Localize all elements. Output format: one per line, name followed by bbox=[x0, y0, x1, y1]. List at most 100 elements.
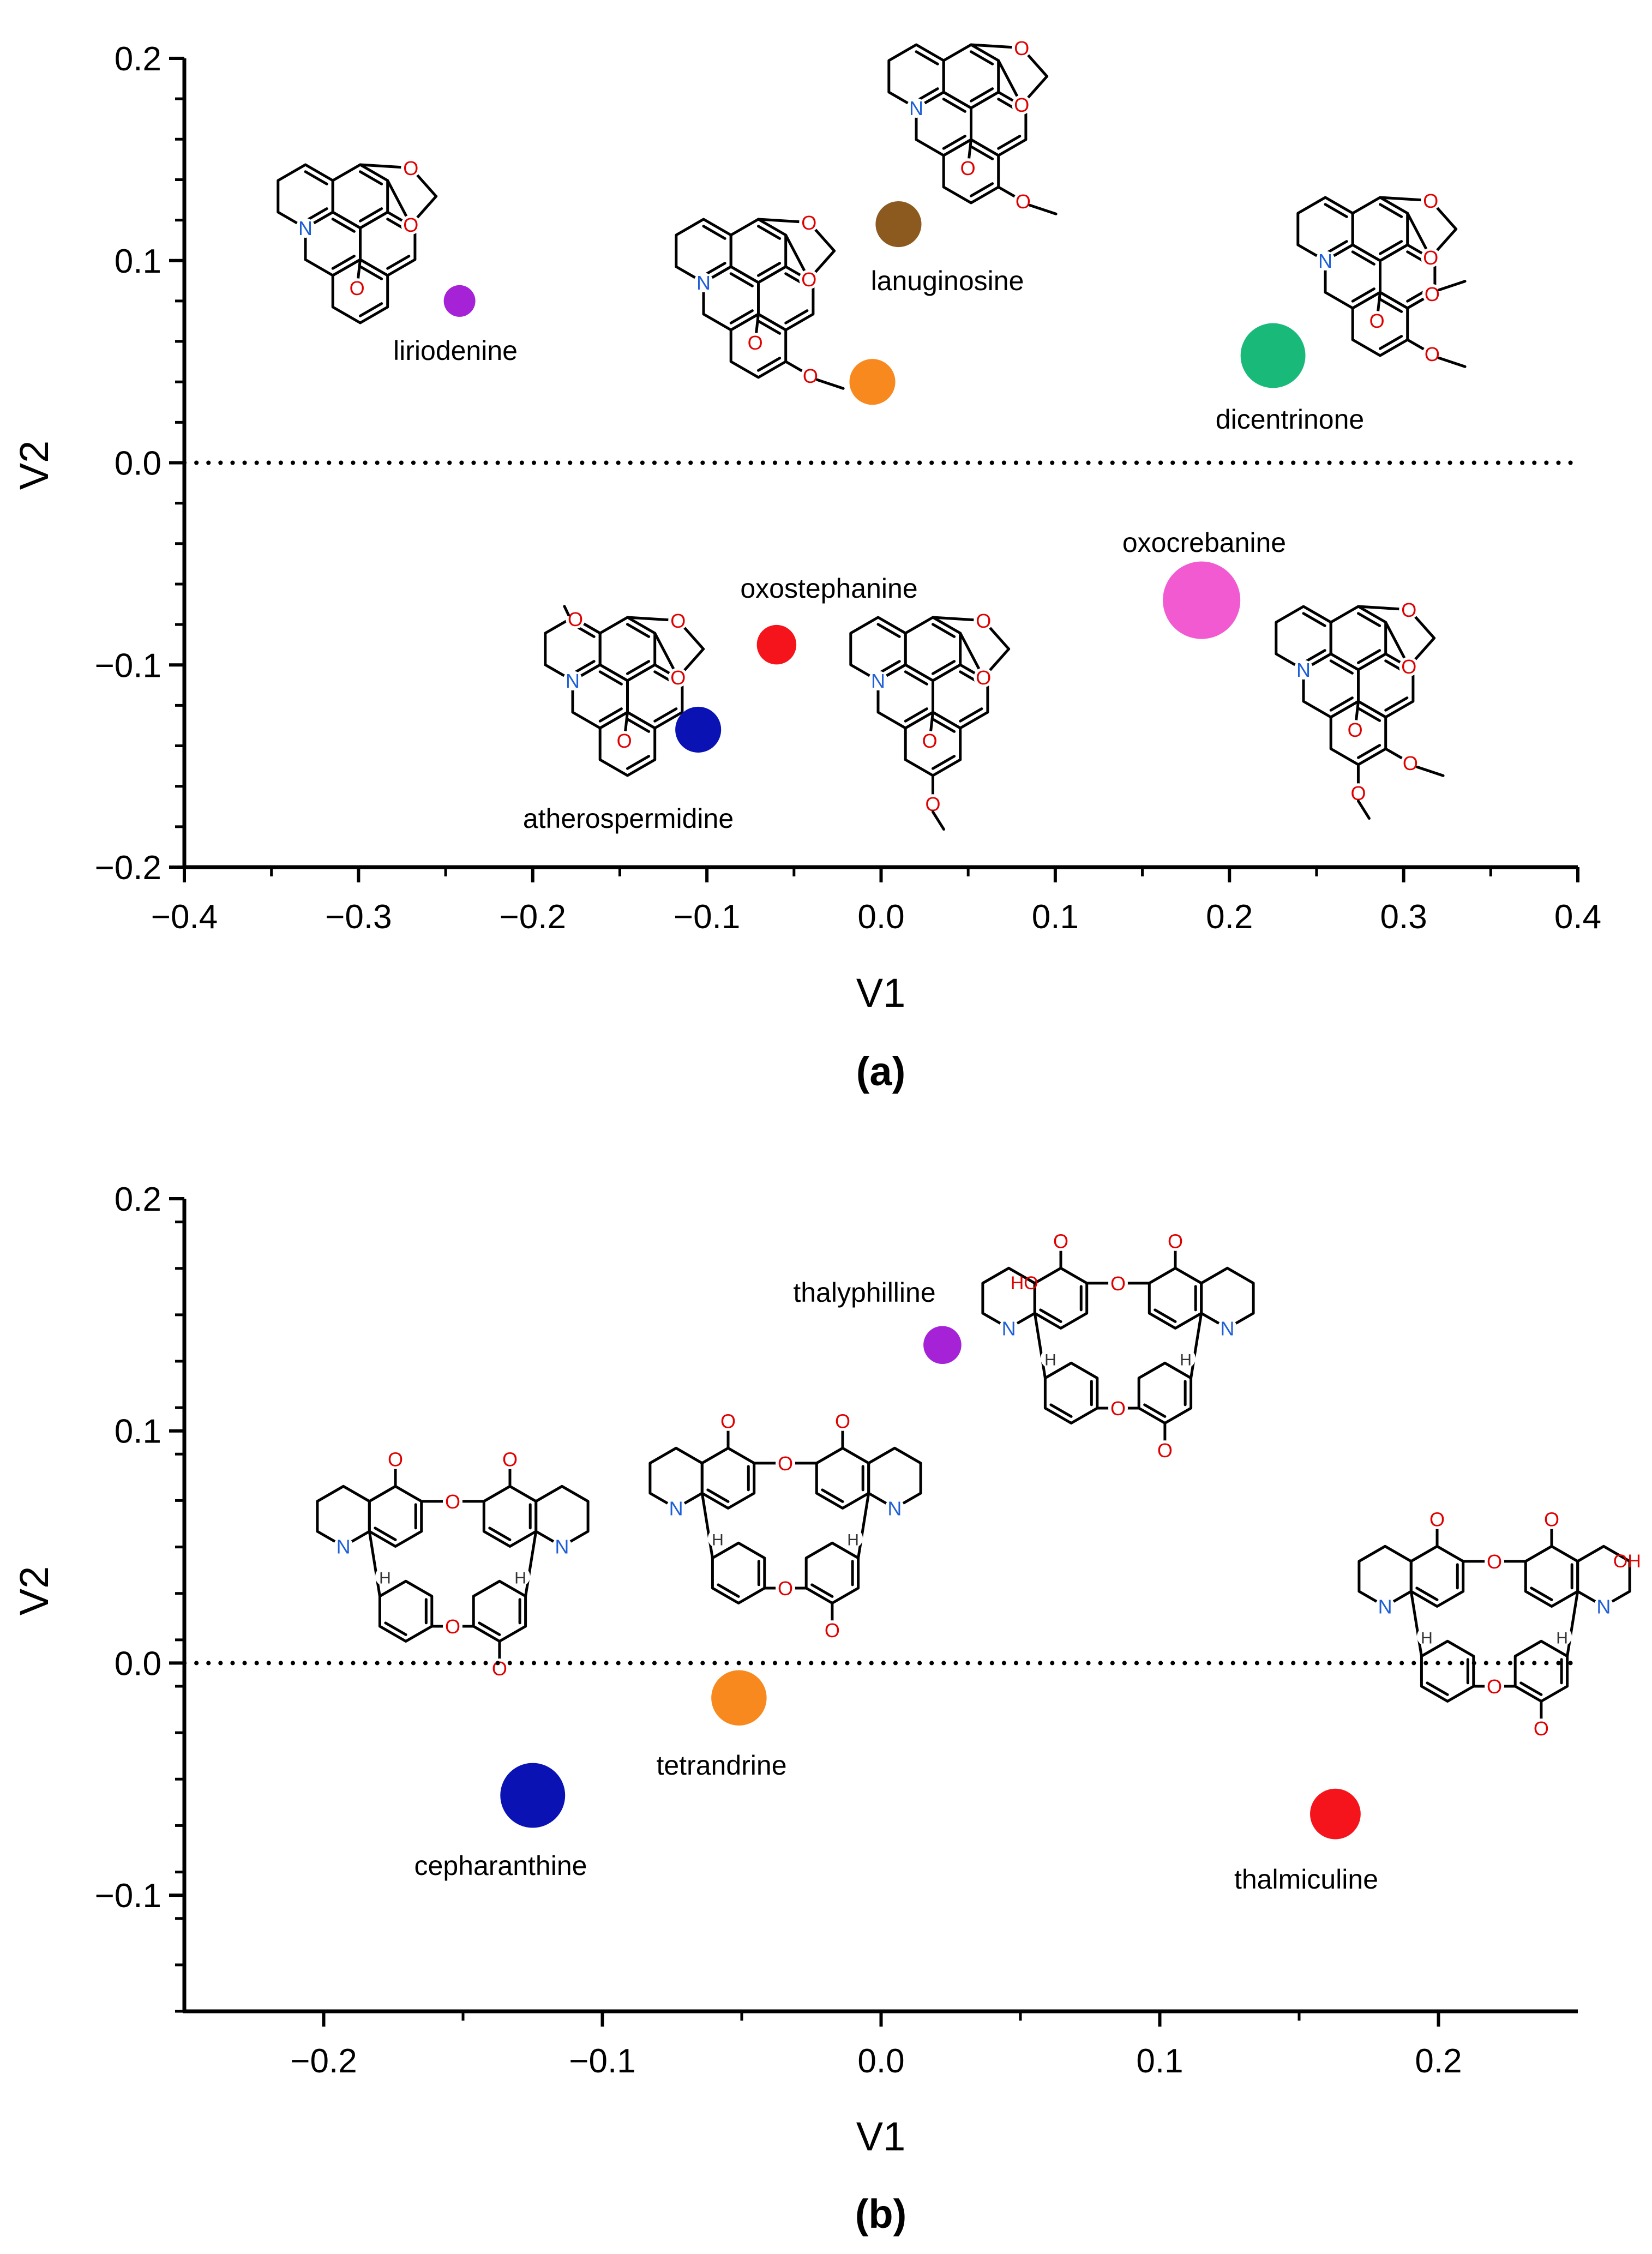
panel-a-x-tick-label: −0.4 bbox=[151, 898, 218, 936]
methyl-bond bbox=[931, 810, 945, 831]
cepharanthine-structure: N N O O H H O O O bbox=[316, 1448, 590, 1680]
panel-b-points bbox=[500, 1326, 1361, 1840]
point-tetrandrine bbox=[711, 1670, 767, 1726]
hydrogen-atom-label: H bbox=[712, 1531, 724, 1549]
ring bbox=[1324, 243, 1381, 310]
atom-mask bbox=[718, 1411, 738, 1431]
oxygen-atom-label: O bbox=[1425, 283, 1440, 305]
atom-mask bbox=[1421, 248, 1441, 268]
atom-mask bbox=[1421, 190, 1441, 211]
double-bond bbox=[331, 255, 356, 270]
atom-mask bbox=[333, 1536, 353, 1556]
atom-mask bbox=[1400, 753, 1420, 773]
oxygen-atom-label: O bbox=[1014, 37, 1029, 59]
hydrogen-atom-label: H bbox=[379, 1570, 391, 1588]
double-bond bbox=[488, 1526, 512, 1541]
double-bond bbox=[653, 707, 678, 723]
atom-mask bbox=[1367, 311, 1387, 331]
nitrogen-atom-label: N bbox=[887, 1498, 902, 1520]
oxygen-atom-label: O bbox=[976, 666, 991, 689]
methylene-bond bbox=[700, 1492, 714, 1560]
atom-mask bbox=[1345, 720, 1365, 740]
panel-b-ylabel: V2 bbox=[11, 1566, 57, 1616]
atom-mask bbox=[1294, 660, 1313, 680]
atom-mask bbox=[614, 731, 634, 751]
double-bond bbox=[598, 707, 623, 723]
double-bond bbox=[1039, 1308, 1062, 1323]
double-bond bbox=[358, 207, 383, 223]
double-bond bbox=[997, 135, 1022, 150]
ring bbox=[1148, 1266, 1203, 1330]
methyl-bond bbox=[1437, 356, 1467, 368]
panel-a-axes: −0.4 −0.3 −0.2 −0.1 0.0 0.1 0.2 0.3 0.4 −0.2 −0.1 0… bbox=[95, 40, 1602, 936]
atom-mask bbox=[1051, 1231, 1071, 1251]
ring bbox=[1329, 605, 1387, 671]
oxygen-atom-label: O bbox=[1401, 656, 1416, 678]
atom-mask bbox=[906, 98, 926, 118]
ring bbox=[1513, 1639, 1569, 1703]
ring bbox=[942, 43, 1000, 110]
oxygen-atom-label: O bbox=[445, 1615, 460, 1638]
oxygen-atom-label: O bbox=[1348, 719, 1363, 741]
ring bbox=[804, 1541, 860, 1604]
double-bond bbox=[756, 225, 782, 240]
double-bond bbox=[1302, 612, 1326, 627]
oxygen-atom-label: O bbox=[1487, 1550, 1502, 1573]
double-bond bbox=[931, 660, 956, 675]
atom-mask bbox=[776, 1578, 795, 1598]
panel-a-x-tick-label: 0.2 bbox=[1206, 898, 1253, 936]
panel-a-x-tick-label: 0.3 bbox=[1380, 898, 1427, 936]
point-atherospermidine bbox=[675, 706, 722, 753]
double-bond bbox=[821, 1488, 844, 1503]
panel-b-x-tick-label: 0.2 bbox=[1415, 2042, 1462, 2080]
double-bond bbox=[784, 309, 809, 324]
atom-mask bbox=[1155, 1440, 1175, 1460]
panel-a-caption: (a) bbox=[856, 1049, 905, 1094]
atom-mask bbox=[1399, 657, 1419, 677]
nitrogen-atom-label: N bbox=[1220, 1318, 1234, 1340]
double-bond bbox=[969, 145, 994, 160]
oxygen-atom-label: O bbox=[670, 666, 686, 689]
methyl-bond bbox=[1356, 800, 1371, 820]
double-bond bbox=[1351, 287, 1375, 303]
tetrandrine-structure: N N O O H H O O O bbox=[648, 1410, 922, 1642]
double-bond bbox=[1356, 744, 1381, 759]
ring bbox=[368, 1484, 423, 1548]
nitrogen-atom-label: N bbox=[909, 97, 923, 119]
atom-mask bbox=[923, 794, 943, 814]
atom-mask bbox=[566, 609, 586, 629]
methyl-bond bbox=[1437, 280, 1467, 292]
atom-mask bbox=[1165, 1231, 1185, 1251]
double-bond bbox=[810, 1583, 834, 1598]
panel-a-x-tick-label: 0.0 bbox=[857, 898, 904, 936]
label-liriodenine: liriodenine bbox=[393, 335, 518, 366]
label-oxocrebanine: oxocrebanine bbox=[1122, 527, 1286, 558]
atom-mask bbox=[832, 1411, 852, 1431]
atom-mask bbox=[1485, 1551, 1504, 1571]
nitrogen-atom-label: N bbox=[337, 1536, 351, 1558]
panel-b-x-tick-label: −0.1 bbox=[569, 2042, 635, 2080]
atom-mask bbox=[776, 1453, 795, 1473]
atom-mask bbox=[799, 269, 819, 290]
double-bond bbox=[1324, 203, 1348, 218]
atom-mask bbox=[843, 1528, 863, 1548]
ring bbox=[729, 218, 788, 284]
liriodenine-structure: O O N O bbox=[277, 157, 438, 324]
point-liriodenine bbox=[443, 285, 476, 317]
double-bond bbox=[1378, 240, 1403, 255]
atom-mask bbox=[1348, 783, 1368, 803]
hydrogen-atom-label: H bbox=[1421, 1630, 1433, 1648]
double-bond bbox=[942, 98, 966, 113]
double-bond bbox=[1351, 250, 1375, 266]
double-bond bbox=[702, 225, 726, 240]
nitrogen-atom-label: N bbox=[1318, 250, 1332, 272]
panel-a-y-tick-label: −0.2 bbox=[95, 849, 161, 887]
atom-mask bbox=[1217, 1318, 1238, 1338]
hydroxyl-label: OH bbox=[1613, 1551, 1641, 1572]
atom-mask bbox=[1040, 1348, 1060, 1368]
nitrogen-atom-label: N bbox=[1596, 1596, 1611, 1618]
